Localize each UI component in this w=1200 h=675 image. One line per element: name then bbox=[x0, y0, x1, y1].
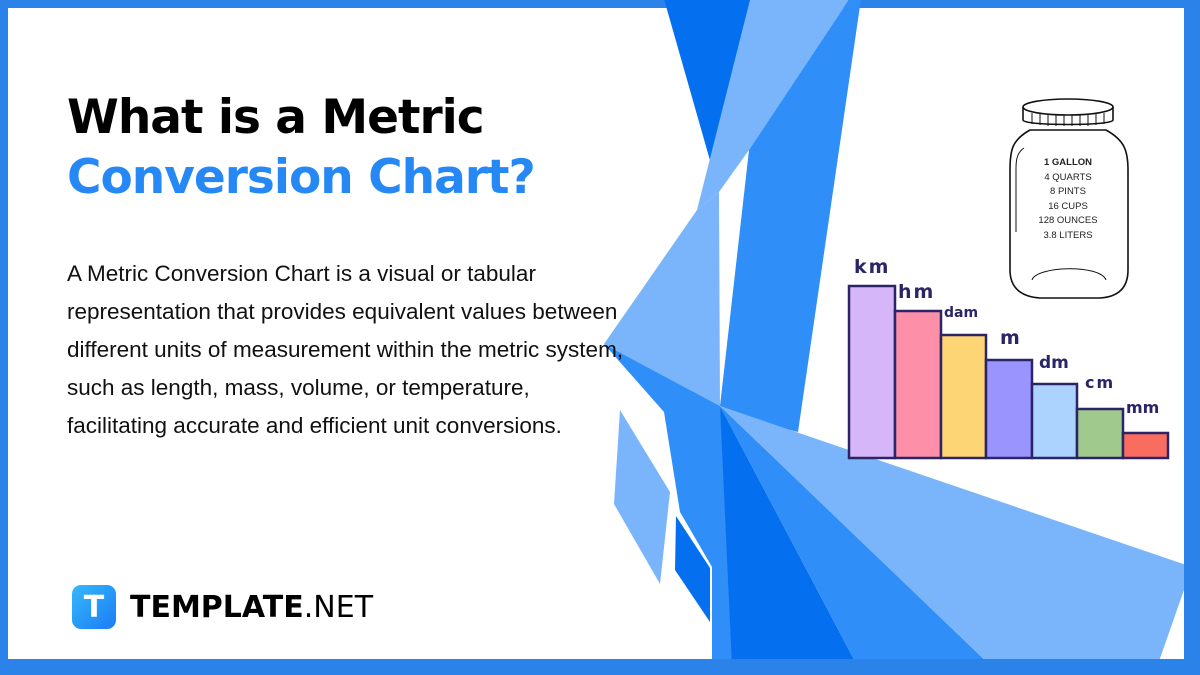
jar-line-liters: 3.8 LITERS bbox=[1043, 229, 1093, 241]
brand-name-light: .NET bbox=[303, 589, 374, 625]
jar-line-pints: 8 PINTS bbox=[1050, 186, 1086, 197]
description-paragraph: A Metric Conversion Chart is a visual or… bbox=[67, 261, 624, 438]
title-line-1: What is a Metric bbox=[67, 90, 485, 145]
bar-label-hm: hm bbox=[898, 281, 936, 303]
bar-label-dm: dm bbox=[1039, 353, 1069, 373]
title-line-2: Conversion Chart? bbox=[67, 150, 536, 205]
jar-line-quarts: 4 QUARTS bbox=[1044, 171, 1092, 183]
page-title: What is a Metric Conversion Chart? bbox=[67, 88, 536, 208]
bar-label-m: m bbox=[1000, 327, 1020, 349]
bar-label-dam: dam bbox=[944, 305, 979, 321]
jar-label: 1 GALLON 4 QUARTS 8 PINTS 16 CUPS 128 OU… bbox=[1010, 156, 1126, 243]
jar-line-gallon: 1 GALLON bbox=[1043, 157, 1093, 168]
jar-line-ounces: 128 OUNCES bbox=[1038, 215, 1098, 226]
brand-logo[interactable]: T TEMPLATE.NET bbox=[72, 585, 373, 629]
brand-name-bold: TEMPLATE bbox=[130, 589, 304, 625]
template-logo-icon: T bbox=[72, 585, 116, 629]
bar-label-mm: mm bbox=[1126, 398, 1160, 417]
bar-label-km: km bbox=[854, 256, 891, 278]
jar-line-cups: 16 CUPS bbox=[1048, 200, 1088, 212]
brand-name: TEMPLATE.NET bbox=[130, 590, 373, 625]
bar-label-cm: cm bbox=[1085, 373, 1116, 392]
